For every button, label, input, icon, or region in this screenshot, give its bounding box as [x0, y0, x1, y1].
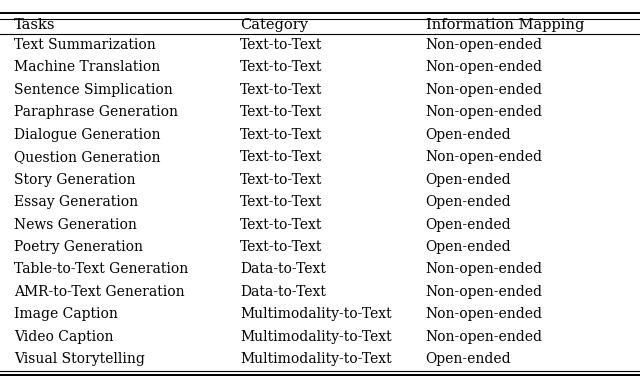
Text: Text-to-Text: Text-to-Text: [240, 217, 323, 231]
Text: Text-to-Text: Text-to-Text: [240, 150, 323, 164]
Text: Text-to-Text: Text-to-Text: [240, 240, 323, 254]
Text: Multimodality-to-Text: Multimodality-to-Text: [240, 352, 392, 366]
Text: Text-to-Text: Text-to-Text: [240, 38, 323, 52]
Text: News Generation: News Generation: [14, 217, 137, 231]
Text: Text-to-Text: Text-to-Text: [240, 105, 323, 119]
Text: Non-open-ended: Non-open-ended: [426, 38, 543, 52]
Text: Image Caption: Image Caption: [14, 308, 118, 321]
Text: Open-ended: Open-ended: [426, 173, 511, 187]
Text: Open-ended: Open-ended: [426, 128, 511, 142]
Text: AMR-to-Text Generation: AMR-to-Text Generation: [14, 285, 185, 299]
Text: Sentence Simplication: Sentence Simplication: [14, 83, 173, 97]
Text: Machine Translation: Machine Translation: [14, 60, 161, 74]
Text: Poetry Generation: Poetry Generation: [14, 240, 143, 254]
Text: Text-to-Text: Text-to-Text: [240, 128, 323, 142]
Text: Question Generation: Question Generation: [14, 150, 161, 164]
Text: Story Generation: Story Generation: [14, 173, 136, 187]
Text: Data-to-Text: Data-to-Text: [240, 262, 326, 277]
Text: Non-open-ended: Non-open-ended: [426, 330, 543, 344]
Text: Open-ended: Open-ended: [426, 240, 511, 254]
Text: Text-to-Text: Text-to-Text: [240, 195, 323, 209]
Text: Video Caption: Video Caption: [14, 330, 113, 344]
Text: Non-open-ended: Non-open-ended: [426, 60, 543, 74]
Text: Text-to-Text: Text-to-Text: [240, 60, 323, 74]
Text: Essay Generation: Essay Generation: [14, 195, 138, 209]
Text: Open-ended: Open-ended: [426, 352, 511, 366]
Text: Open-ended: Open-ended: [426, 195, 511, 209]
Text: Text-to-Text: Text-to-Text: [240, 83, 323, 97]
Text: Non-open-ended: Non-open-ended: [426, 308, 543, 321]
Text: Non-open-ended: Non-open-ended: [426, 150, 543, 164]
Text: Non-open-ended: Non-open-ended: [426, 105, 543, 119]
Text: Non-open-ended: Non-open-ended: [426, 262, 543, 277]
Text: Text-to-Text: Text-to-Text: [240, 173, 323, 187]
Text: Data-to-Text: Data-to-Text: [240, 285, 326, 299]
Text: Non-open-ended: Non-open-ended: [426, 285, 543, 299]
Text: Non-open-ended: Non-open-ended: [426, 83, 543, 97]
Text: Text Summarization: Text Summarization: [14, 38, 156, 52]
Text: Tasks: Tasks: [14, 18, 56, 32]
Text: Visual Storytelling: Visual Storytelling: [14, 352, 145, 366]
Text: Multimodality-to-Text: Multimodality-to-Text: [240, 308, 392, 321]
Text: Dialogue Generation: Dialogue Generation: [14, 128, 161, 142]
Text: Multimodality-to-Text: Multimodality-to-Text: [240, 330, 392, 344]
Text: Category: Category: [240, 18, 308, 32]
Text: Open-ended: Open-ended: [426, 217, 511, 231]
Text: Information Mapping: Information Mapping: [426, 18, 584, 32]
Text: Table-to-Text Generation: Table-to-Text Generation: [14, 262, 188, 277]
Text: Paraphrase Generation: Paraphrase Generation: [14, 105, 178, 119]
